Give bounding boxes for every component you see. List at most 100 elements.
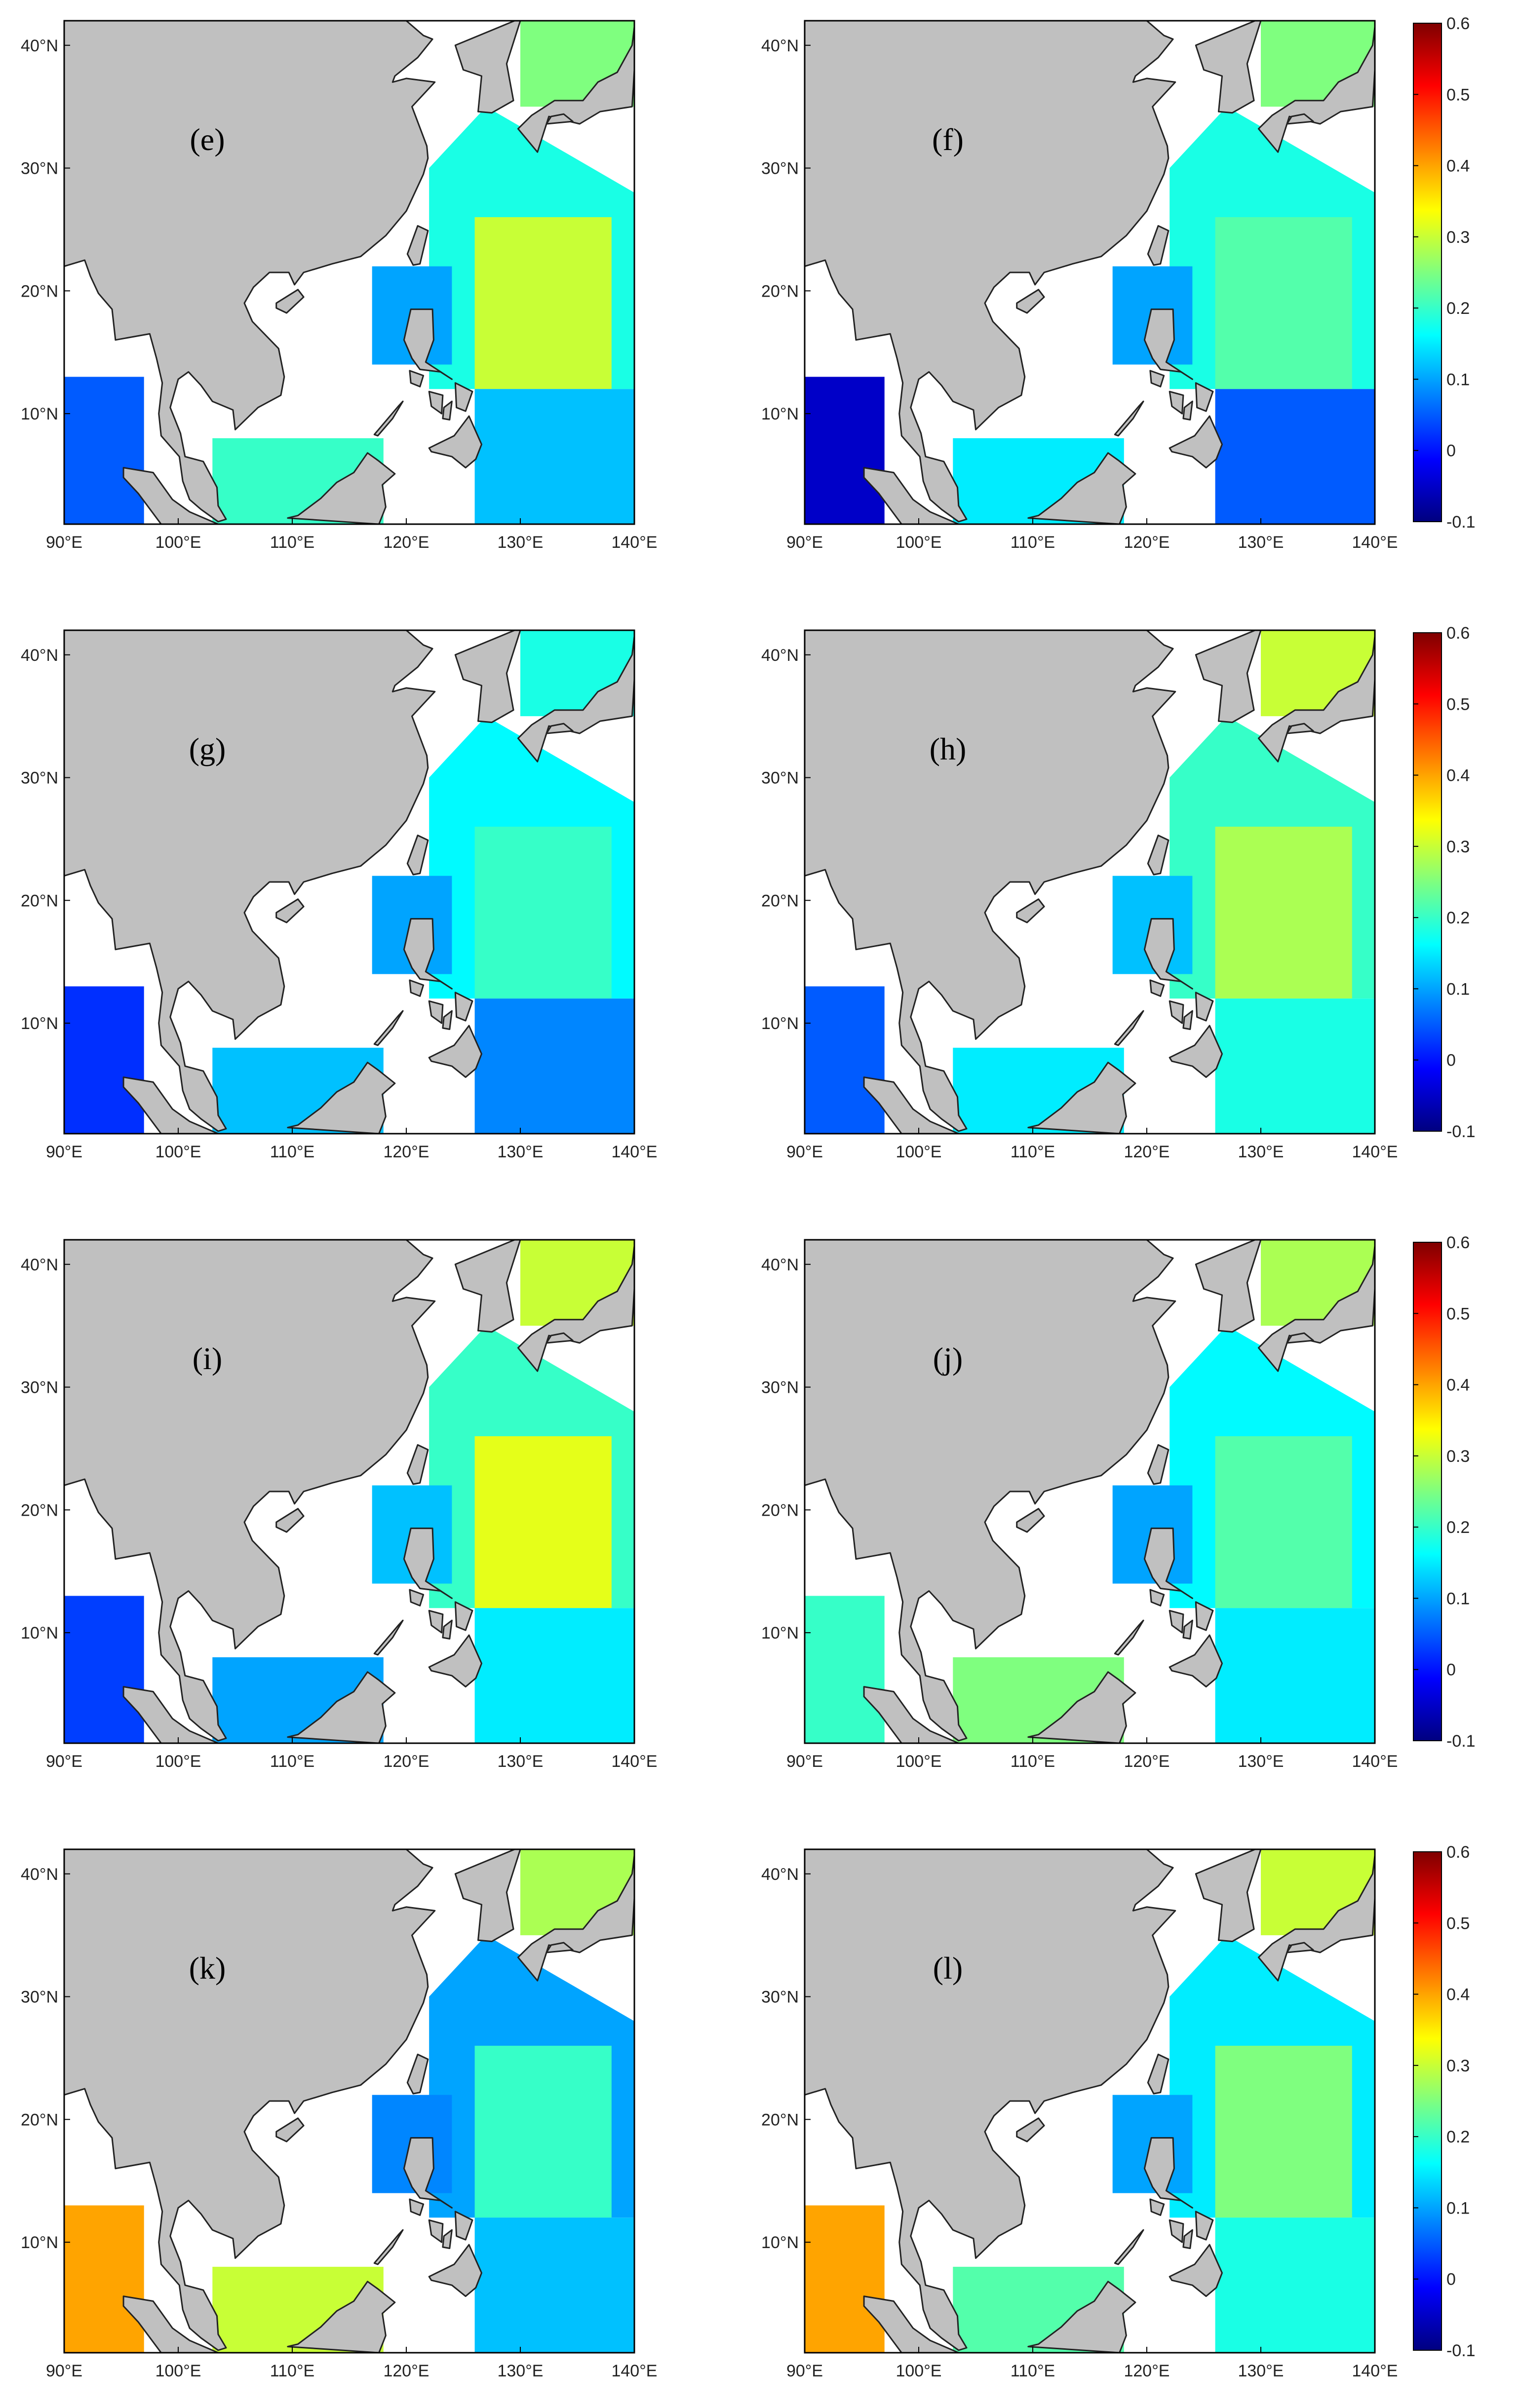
land-mass xyxy=(454,1601,473,1631)
x-tick-label: 110°E xyxy=(1011,1752,1055,1771)
land-mass xyxy=(428,2219,444,2243)
land-mass xyxy=(1182,1010,1193,1030)
map-frame xyxy=(804,629,1376,1135)
ocean-field-zone xyxy=(805,986,885,1134)
colorbar: 0.6 0.5 0.4 0.3 0.2 0.1 0 -0.1 xyxy=(1413,14,1476,532)
colorbar: 0.6 0.5 0.4 0.3 0.2 0.1 0 -0.1 xyxy=(1413,1843,1476,2360)
land-mass xyxy=(373,1010,404,1046)
land-mass xyxy=(1027,1062,1136,1134)
land-mass xyxy=(1147,835,1169,876)
land-mass xyxy=(1169,1609,1184,1634)
x-tick-label: 120°E xyxy=(1124,2362,1169,2380)
colorbar-tick-label: 0.6 xyxy=(1446,1843,1470,1862)
x-tick-label: 110°E xyxy=(1011,1143,1055,1161)
x-tick-label: 100°E xyxy=(155,1143,201,1161)
ocean-field-zone xyxy=(1215,827,1352,999)
land-mass xyxy=(1147,1444,1169,1485)
y-tick-label: 40°N xyxy=(21,1256,58,1274)
y-tick-label: 10°N xyxy=(21,405,58,423)
panel-label: (h) xyxy=(930,731,967,766)
x-tick-label: 140°E xyxy=(1352,533,1398,552)
land-mass xyxy=(406,1444,429,1485)
land-mass xyxy=(275,1508,305,1533)
y-tick-label: 10°N xyxy=(761,1014,799,1033)
panel-label: (k) xyxy=(189,1950,226,1986)
land-mass xyxy=(1182,400,1193,420)
colorbars: 0.60.50.40.30.20.10-0.10.60.50.40.30.20.… xyxy=(1413,14,1476,2360)
land-mass xyxy=(1286,1332,1314,1344)
ocean-field-zone xyxy=(64,377,144,524)
x-tick-label: 110°E xyxy=(270,1752,314,1771)
panel-label: (j) xyxy=(933,1341,963,1376)
land-mass xyxy=(863,1076,965,1134)
ocean-field-zone xyxy=(805,377,885,524)
x-tick-label: 120°E xyxy=(383,1752,429,1771)
x-tick-label: 120°E xyxy=(1124,1143,1169,1161)
land-mass xyxy=(454,1240,521,1333)
map-frame xyxy=(63,20,635,525)
land-mass xyxy=(546,723,574,734)
x-tick-label: 130°E xyxy=(497,2362,543,2380)
land-mass xyxy=(805,630,1176,1132)
x-tick-label: 100°E xyxy=(896,2362,941,2380)
x-tick-label: 90°E xyxy=(46,1143,82,1161)
x-tick-label: 90°E xyxy=(786,2362,823,2380)
land-mass xyxy=(1114,1619,1144,1656)
ocean-field-zone xyxy=(474,998,634,1134)
y-tick-label: 30°N xyxy=(21,1988,58,2007)
map-frame xyxy=(63,1239,635,1744)
land-mass xyxy=(428,2244,482,2297)
land-mass xyxy=(454,630,521,724)
colorbar-tick-label: 0.4 xyxy=(1446,766,1470,785)
x-tick-label: 100°E xyxy=(896,1143,941,1161)
land-mass xyxy=(1016,898,1045,923)
x-tick-label: 120°E xyxy=(383,1143,429,1161)
y-tick-label: 20°N xyxy=(21,282,58,301)
y-tick-label: 30°N xyxy=(761,769,799,788)
land-mass xyxy=(403,918,453,990)
land-mass xyxy=(863,2295,965,2353)
land-mass xyxy=(373,1619,404,1656)
ocean-field-zone xyxy=(1215,998,1375,1134)
land-mass xyxy=(406,2054,429,2095)
ocean-field-zone xyxy=(64,986,144,1134)
colorbar-tick-label: 0.1 xyxy=(1446,980,1470,998)
panel: 90°E 100°E 110°E 120°E 130°E 140°E 10°N 20°N 30°… xyxy=(21,20,658,552)
land-mass xyxy=(409,2198,425,2216)
land-mass xyxy=(287,1671,396,1743)
map-frame xyxy=(804,20,1376,525)
x-tick-label: 110°E xyxy=(1011,533,1055,552)
y-tick-label: 30°N xyxy=(21,769,58,788)
land-mass xyxy=(546,1942,574,1953)
land-mass xyxy=(403,2137,453,2209)
ocean-field-zone xyxy=(474,1608,634,1743)
land-mass xyxy=(287,452,396,524)
y-tick-label: 30°N xyxy=(21,1378,58,1397)
ocean-field-zone xyxy=(64,2205,144,2353)
panel: 90°E 100°E 110°E 120°E 130°E 140°E 10°N 20°N 30°… xyxy=(761,629,1398,1161)
land-mass xyxy=(406,835,429,876)
x-tick-label: 140°E xyxy=(1352,2362,1398,2380)
x-tick-label: 130°E xyxy=(497,1752,543,1771)
colorbar-tick-label: 0.4 xyxy=(1446,157,1470,176)
land-mass xyxy=(1195,1849,1262,1943)
colorbar-tick-label: 0.2 xyxy=(1446,2128,1470,2146)
land-mass xyxy=(428,1609,444,1634)
ocean-field-zone xyxy=(805,2205,885,2353)
colorbar: 0.6 0.5 0.4 0.3 0.2 0.1 0 -0.1 xyxy=(1413,624,1476,1141)
ocean-field-zone xyxy=(805,1596,885,1743)
land-mass xyxy=(428,1634,482,1688)
colorbar-tick-label: 0.5 xyxy=(1446,85,1470,104)
colorbar-tick-label: 0.6 xyxy=(1446,14,1470,33)
panel-label: (i) xyxy=(193,1341,222,1376)
land-mass xyxy=(546,1332,574,1344)
land-mass xyxy=(1169,1025,1223,1078)
x-tick-label: 120°E xyxy=(1124,1752,1169,1771)
y-tick-label: 40°N xyxy=(761,37,799,55)
land-mass xyxy=(442,1619,453,1640)
ocean-field-zone xyxy=(474,827,612,999)
land-mass xyxy=(1027,2281,1136,2353)
colorbar-tick-label: 0.1 xyxy=(1446,2199,1470,2217)
panel: 90°E 100°E 110°E 120°E 130°E 140°E 10°N 20°N 30°… xyxy=(761,1848,1398,2380)
land-mass xyxy=(428,415,482,469)
